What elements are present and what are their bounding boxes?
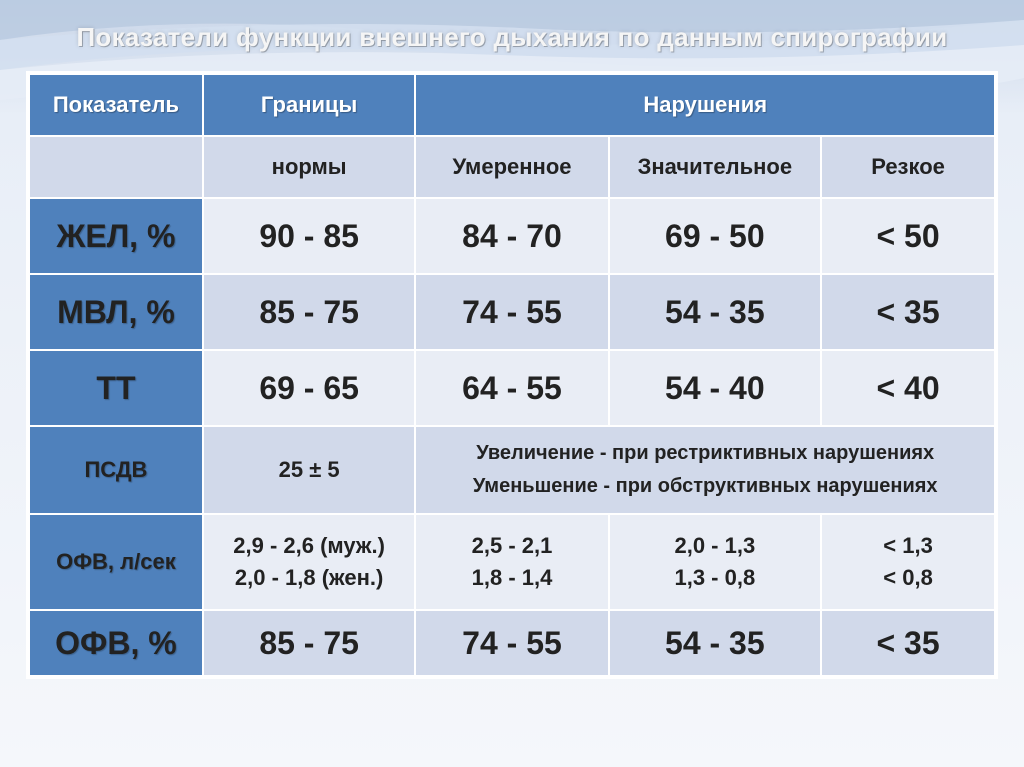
ofv-ls-sharp-l1: < 1,3 [822, 530, 994, 562]
row-zhel: ЖЕЛ, % 90 - 85 84 - 70 69 - 50 < 50 [29, 198, 995, 274]
label-ofv-ls: ОФВ, л/сек [29, 514, 203, 610]
label-psdv: ПСДВ [29, 426, 203, 514]
psdv-norms: 25 ± 5 [203, 426, 416, 514]
zhel-significant: 69 - 50 [609, 198, 822, 274]
slide-title: Показатели функции внешнего дыхания по д… [0, 0, 1024, 71]
row-mvl: МВЛ, % 85 - 75 74 - 55 54 - 35 < 35 [29, 274, 995, 350]
mvl-norms: 85 - 75 [203, 274, 416, 350]
ofv-ls-moderate-l2: 1,8 - 1,4 [416, 562, 607, 594]
psdv-note-line2: Уменьшение - при обструктивных нарушения… [422, 470, 988, 503]
ofv-ls-significant-l1: 2,0 - 1,3 [610, 530, 821, 562]
ofv-ls-norms: 2,9 - 2,6 (муж.) 2,0 - 1,8 (жен.) [203, 514, 416, 610]
psdv-note: Увеличение - при рестриктивных нарушения… [415, 426, 995, 514]
ofv-ls-norms-l1: 2,9 - 2,6 (муж.) [204, 530, 415, 562]
psdv-note-line1: Увеличение - при рестриктивных нарушения… [422, 437, 988, 470]
ofv-pct-significant: 54 - 35 [609, 610, 822, 676]
subhdr-sharp: Резкое [821, 136, 995, 198]
ofv-pct-sharp: < 35 [821, 610, 995, 676]
row-ofv-pct: ОФВ, % 85 - 75 74 - 55 54 - 35 < 35 [29, 610, 995, 676]
ofv-ls-moderate-l1: 2,5 - 2,1 [416, 530, 607, 562]
ofv-ls-moderate: 2,5 - 2,1 1,8 - 1,4 [415, 514, 608, 610]
hdr-limits: Границы [203, 74, 416, 136]
tt-sharp: < 40 [821, 350, 995, 426]
ofv-ls-sharp-l2: < 0,8 [822, 562, 994, 594]
subhdr-moderate: Умеренное [415, 136, 608, 198]
zhel-moderate: 84 - 70 [415, 198, 608, 274]
hdr-indicator: Показатель [29, 74, 203, 136]
mvl-significant: 54 - 35 [609, 274, 822, 350]
label-zhel: ЖЕЛ, % [29, 198, 203, 274]
zhel-sharp: < 50 [821, 198, 995, 274]
row-psdv: ПСДВ 25 ± 5 Увеличение - при рестриктивн… [29, 426, 995, 514]
subhdr-norms: нормы [203, 136, 416, 198]
row-tt: ТТ 69 - 65 64 - 55 54 - 40 < 40 [29, 350, 995, 426]
label-ofv-pct: ОФВ, % [29, 610, 203, 676]
subhdr-blank [29, 136, 203, 198]
subhdr-significant: Значительное [609, 136, 822, 198]
spirography-table: Показатель Границы Нарушения нормы Умере… [26, 71, 998, 679]
zhel-norms: 90 - 85 [203, 198, 416, 274]
ofv-ls-significant-l2: 1,3 - 0,8 [610, 562, 821, 594]
mvl-sharp: < 35 [821, 274, 995, 350]
ofv-ls-norms-l2: 2,0 - 1,8 (жен.) [204, 562, 415, 594]
mvl-moderate: 74 - 55 [415, 274, 608, 350]
tt-significant: 54 - 40 [609, 350, 822, 426]
row-ofv-ls: ОФВ, л/сек 2,9 - 2,6 (муж.) 2,0 - 1,8 (ж… [29, 514, 995, 610]
ofv-ls-sharp: < 1,3 < 0,8 [821, 514, 995, 610]
hdr-violations: Нарушения [415, 74, 995, 136]
tt-norms: 69 - 65 [203, 350, 416, 426]
label-tt: ТТ [29, 350, 203, 426]
label-mvl: МВЛ, % [29, 274, 203, 350]
subheader-row: нормы Умеренное Значительное Резкое [29, 136, 995, 198]
header-row: Показатель Границы Нарушения [29, 74, 995, 136]
ofv-pct-moderate: 74 - 55 [415, 610, 608, 676]
tt-moderate: 64 - 55 [415, 350, 608, 426]
ofv-ls-significant: 2,0 - 1,3 1,3 - 0,8 [609, 514, 822, 610]
ofv-pct-norms: 85 - 75 [203, 610, 416, 676]
